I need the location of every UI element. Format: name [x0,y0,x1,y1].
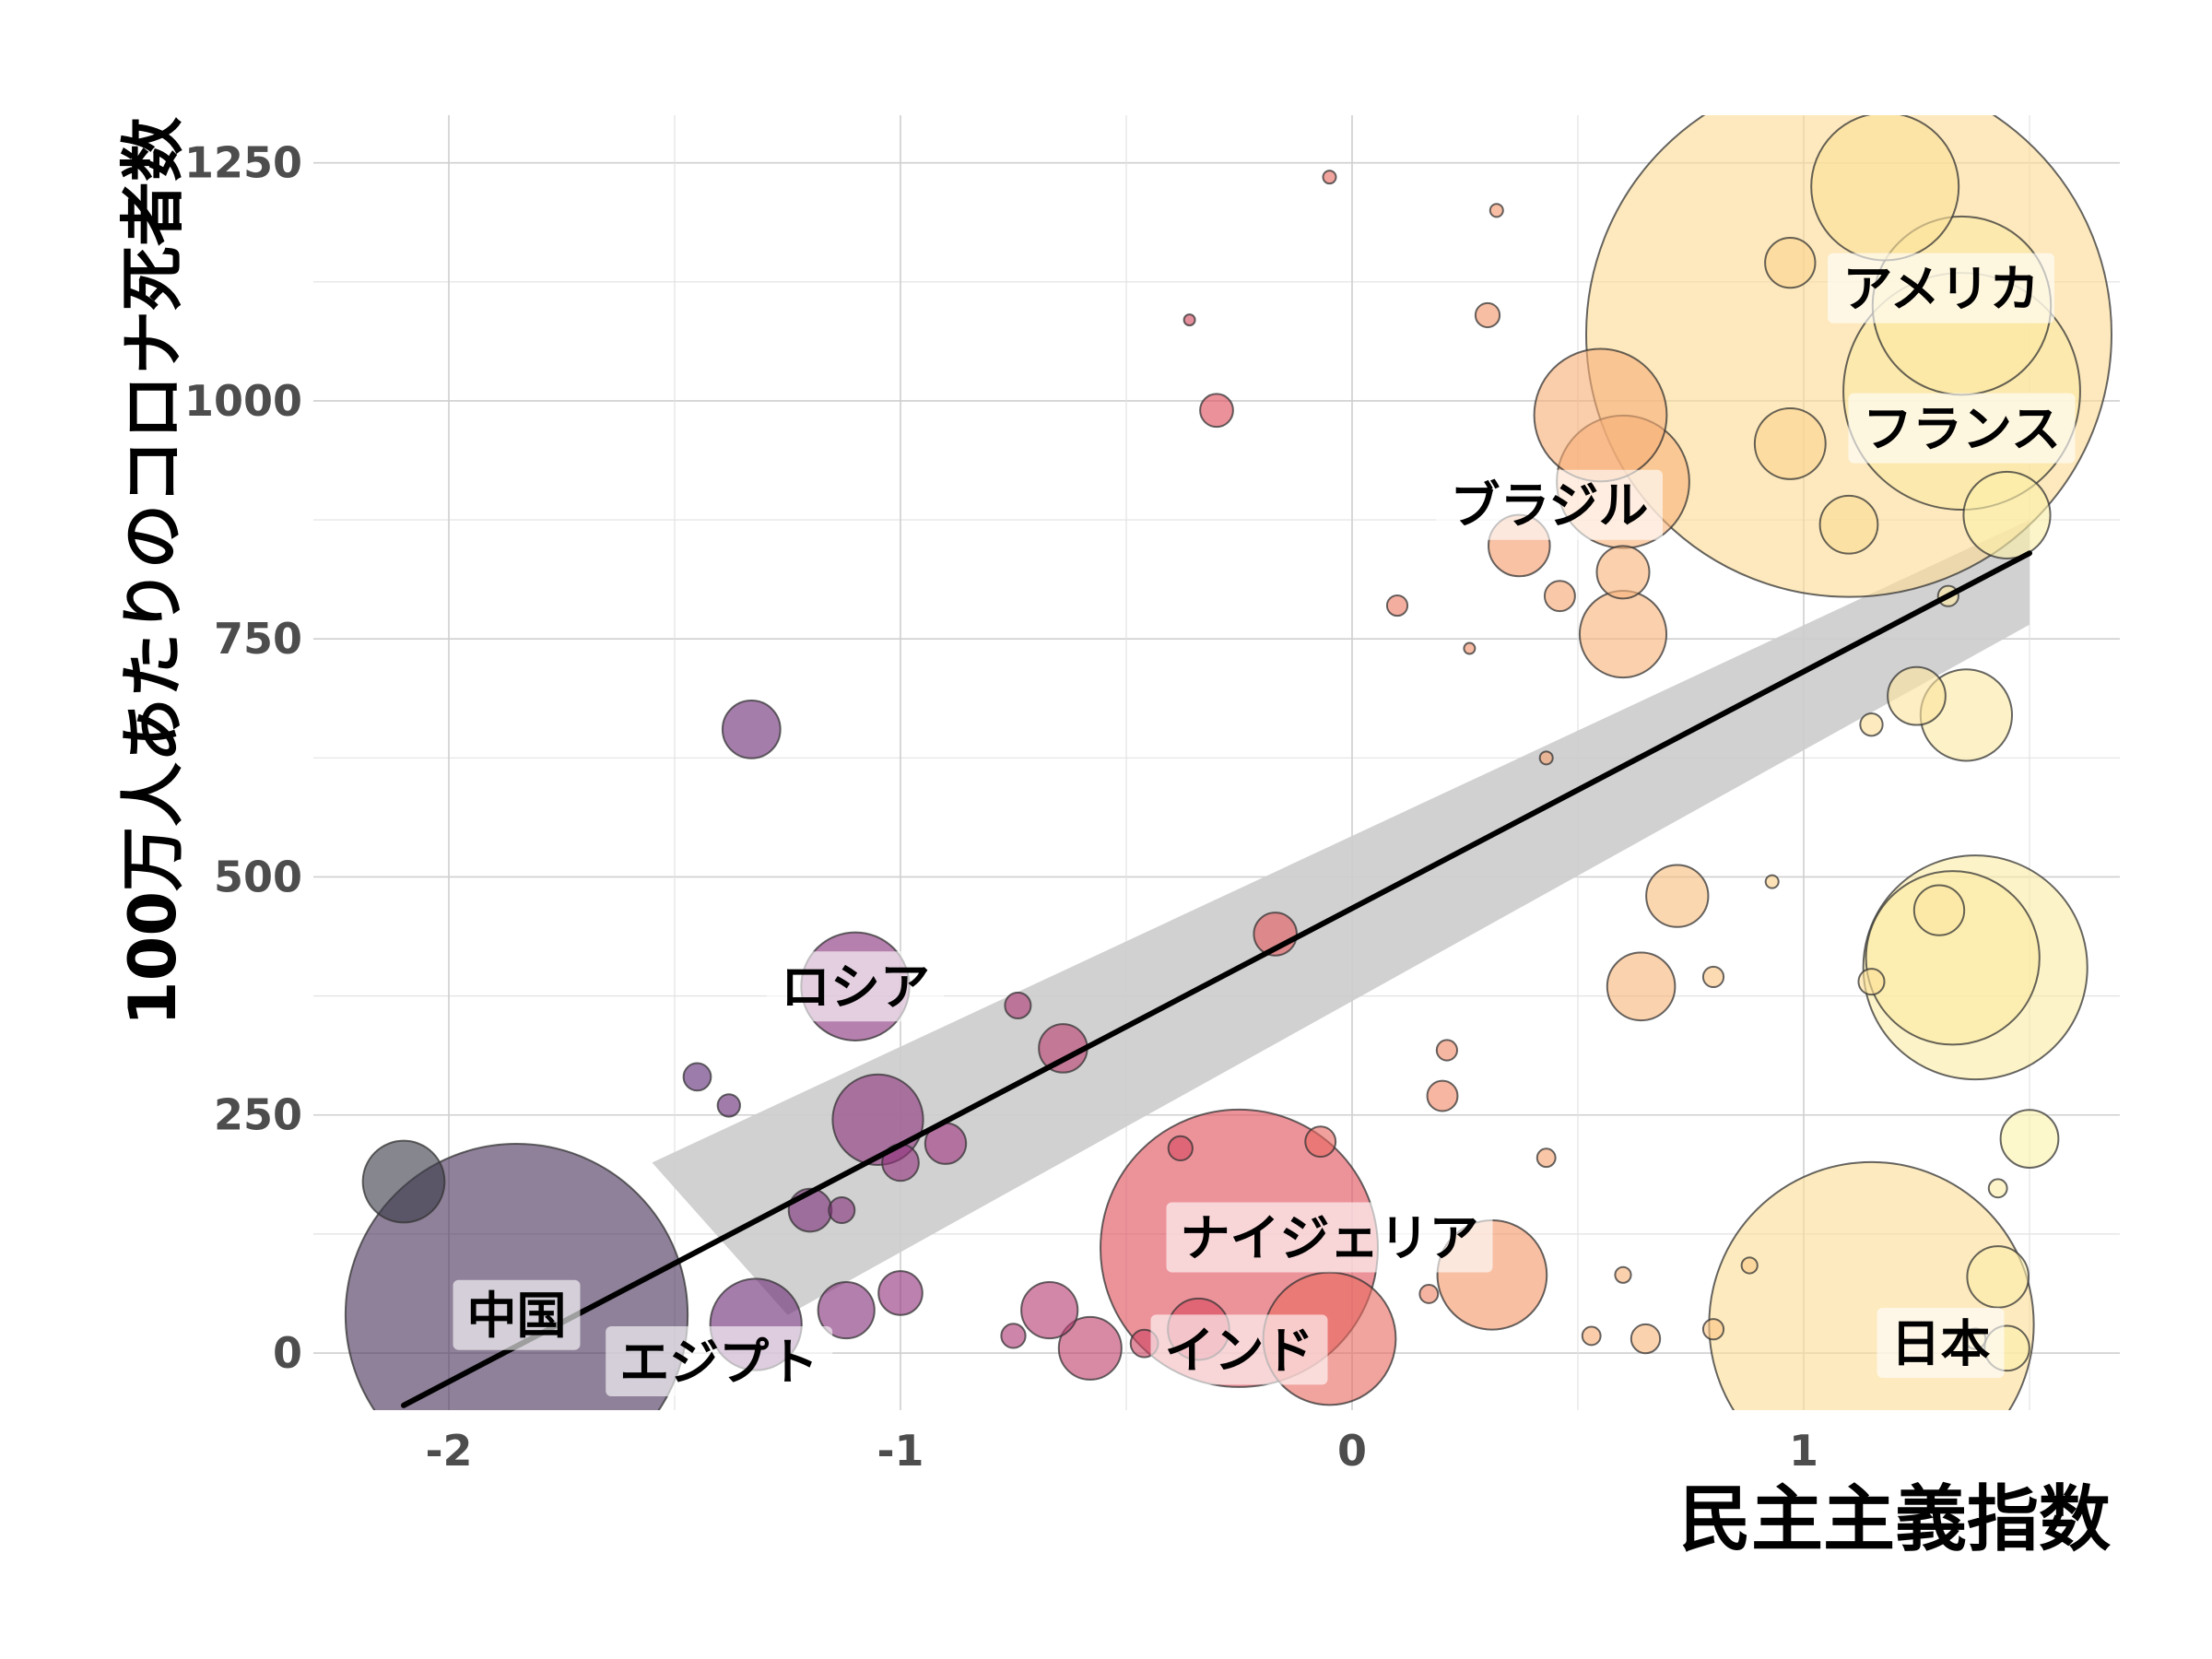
data-point [1418,1284,1440,1304]
data-point [1645,864,1710,928]
country-label-box [453,1279,581,1350]
y-tick-label: 1250 [184,138,302,188]
data-point [1810,115,1960,262]
data-point [1630,1323,1662,1355]
data-point [817,1280,876,1340]
data-point [721,699,782,759]
data-point [1167,1135,1194,1162]
data-point [1538,750,1554,766]
y-tick-label: 500 [214,852,302,901]
trend-line [401,550,2032,1408]
data-point [1199,393,1234,429]
data-point [1578,589,1668,679]
x-axis-title: 民主主義指数 [1679,1478,2111,1561]
data-point [1764,236,1817,289]
data-point [1182,313,1196,327]
x-tick-label: -2 [425,1426,472,1476]
data-point [1887,665,1947,726]
data-point [1463,641,1477,655]
data-point [1020,1280,1079,1340]
data-point [1764,874,1780,889]
country-label-box [1848,393,2076,464]
x-tick-label: -1 [877,1426,924,1476]
data-point [1701,965,1725,989]
confidence-band-area [652,520,2030,1315]
y-axis-title: 100万人あたりのコロナ死者数 [115,117,191,1026]
data-point [1701,1318,1725,1341]
data-point [1818,494,1879,555]
data-point [1865,870,2041,1046]
data-point [1322,170,1337,185]
country-label-box [1166,1202,1493,1273]
data-point [1966,1245,2030,1309]
data-point [1740,1256,1759,1275]
country-label: インド [1165,1322,1314,1380]
y-tick-label: 1000 [184,376,302,426]
country-label-box [1877,1308,2005,1379]
data-point [1057,1315,1123,1381]
country-label-box [1150,1314,1328,1385]
country-label-box [1436,469,1663,540]
country-label: ロシア [781,959,930,1017]
data-point [1385,594,1409,618]
country-label: ブラジル [1451,477,1649,535]
y-tick-label: 250 [214,1090,302,1140]
data-point [1912,884,1966,936]
data-point [1859,712,1884,737]
data-point [1999,1109,2060,1169]
data-point [1962,470,2052,559]
data-point [1535,1147,1557,1169]
data-point [1753,406,1827,480]
data-point [1533,347,1668,483]
y-tick-label: 750 [214,614,302,664]
data-point [1543,580,1576,613]
country-label: エジプト [619,1333,818,1391]
data-point [361,1139,446,1224]
country-label-box [1828,253,2054,324]
data-point [682,1062,712,1092]
data-point [1606,951,1677,1022]
x-tick-label: 1 [1789,1426,1818,1476]
x-tick-label: 0 [1337,1426,1367,1476]
data-point [1857,968,1886,996]
data-point [1474,301,1501,329]
y-axis-ticks: 0 250 500 750 1000 1250 [184,138,302,1378]
country-label: アメリカ [1842,260,2039,318]
data-point [1435,1039,1458,1062]
data-point [1000,1323,1027,1349]
data-point [1004,991,1032,1019]
country-label: 中国 [467,1287,567,1345]
country-label-box [606,1326,833,1397]
data-point [716,1093,741,1118]
data-point [877,1270,924,1316]
x-axis-ticks: -2 -1 0 1 [425,1426,1818,1476]
data-point [828,1196,856,1225]
trend-layer [401,550,2032,1408]
data-point [1595,545,1651,600]
data-point [1426,1079,1459,1112]
confidence-band [652,520,2030,1315]
country-label: フランス [1863,400,2061,458]
data-point [1614,1265,1632,1284]
country-label: ナイジェリア [1181,1209,1479,1267]
y-tick-label: 0 [273,1328,302,1378]
data-point [1488,203,1504,218]
data-point [1581,1325,1602,1347]
data-point [1987,1178,2008,1199]
data-point [1304,1125,1337,1159]
country-label-box [767,951,944,1022]
country-label: 日本 [1891,1314,1991,1372]
